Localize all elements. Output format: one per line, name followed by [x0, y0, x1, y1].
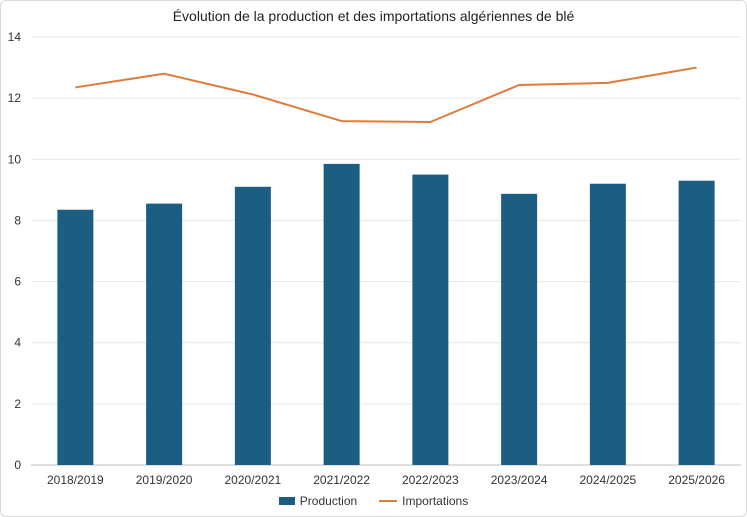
bar-production-2023-2024	[501, 193, 538, 465]
legend-item-importations: Importations	[379, 494, 468, 508]
x-tick-label: 2023/2024	[491, 473, 548, 487]
y-tick-label: 8	[14, 213, 21, 227]
y-tick-label: 14	[8, 30, 22, 44]
legend-item-production: Production	[278, 494, 358, 508]
legend-label-importations: Importations	[402, 494, 469, 508]
bar-production-2018-2019	[57, 209, 94, 465]
x-tick-label: 2020/2021	[225, 473, 282, 487]
bar-production-2021-2022	[323, 163, 360, 465]
gridlines	[31, 36, 741, 466]
bar-production-2022-2023	[412, 174, 449, 466]
production-bars	[57, 163, 715, 466]
x-tick-label: 2024/2025	[580, 473, 637, 487]
bar-production-2024-2025	[589, 183, 626, 465]
chart-title: Évolution de la production et des import…	[172, 8, 575, 24]
bar-production-2025-2026	[678, 180, 715, 465]
x-tick-label: 2019/2020	[136, 473, 193, 487]
y-tick-label: 2	[14, 397, 21, 411]
x-tick-label: 2025/2026	[668, 473, 725, 487]
y-tick-label: 0	[14, 458, 21, 472]
y-tick-label: 6	[14, 275, 21, 289]
legend-swatch-production	[278, 497, 295, 505]
y-tick-label: 12	[8, 91, 22, 105]
y-axis-ticks: 0 2 4 6 8 10 12 14	[8, 30, 22, 472]
y-tick-label: 4	[14, 336, 21, 350]
line-importations	[75, 66, 697, 123]
x-tick-label: 2021/2022	[313, 473, 370, 487]
x-axis-ticks: 2018/2019 2019/2020 2020/2021 2021/2022 2022…	[47, 473, 725, 487]
bar-production-2020-2021	[234, 186, 271, 466]
x-tick-label: 2018/2019	[47, 473, 104, 487]
legend-label-production: Production	[299, 494, 358, 508]
bar-production-2019-2020	[146, 203, 183, 465]
x-tick-label: 2022/2023	[402, 473, 459, 487]
importations-line	[75, 66, 697, 123]
legend: Production Importations	[1, 494, 746, 508]
y-tick-label: 10	[8, 152, 22, 166]
legend-swatch-importations	[379, 500, 398, 502]
